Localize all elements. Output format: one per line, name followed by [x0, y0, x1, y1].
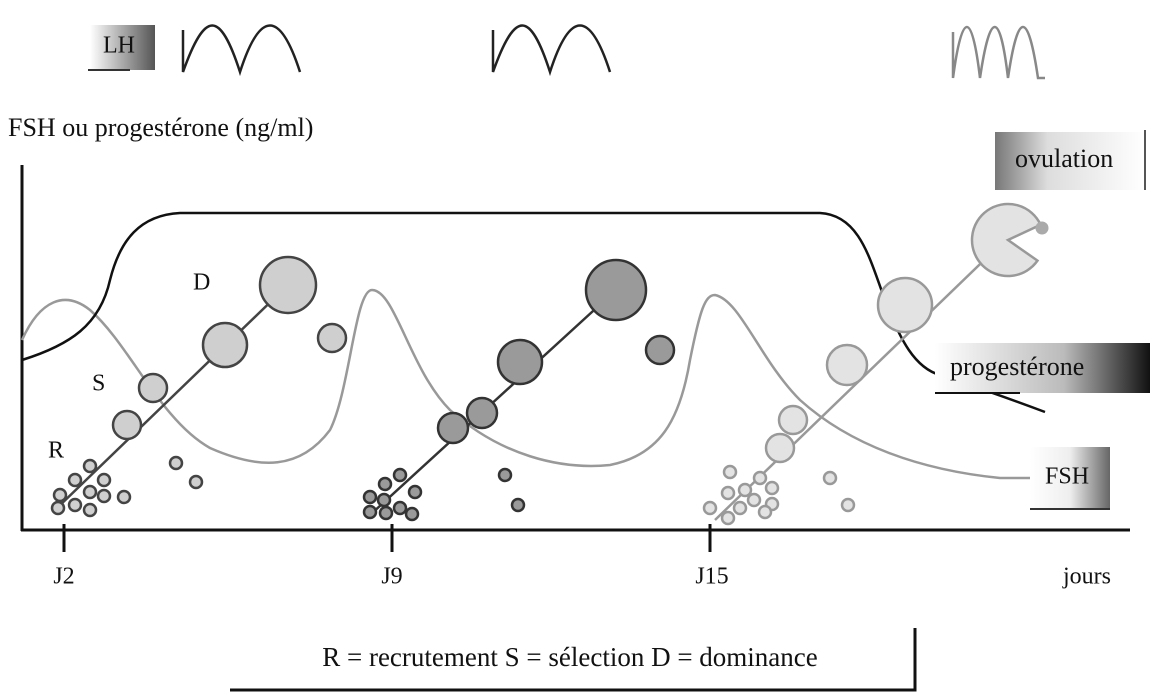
lh-label: LH [103, 33, 135, 59]
follicle [746, 492, 762, 508]
follicle [168, 455, 184, 471]
follicle [137, 372, 169, 404]
ovulation-box [995, 132, 1145, 190]
lh-pulse [181, 24, 302, 77]
follicle [67, 497, 83, 513]
follicle [465, 396, 499, 430]
follicle [496, 338, 544, 386]
lh-pulse [491, 24, 612, 77]
follicle [188, 474, 204, 490]
progesterone-label: progestérone [950, 352, 1084, 381]
follicle [497, 467, 513, 483]
follicle [116, 489, 132, 505]
follicle [111, 409, 143, 441]
ovulating-follicle [970, 202, 1043, 278]
follicle [825, 343, 869, 387]
follicle [722, 464, 738, 480]
follicle [82, 484, 98, 500]
follicle [720, 485, 736, 501]
follicle [316, 322, 348, 354]
x-tick-label: J2 [53, 564, 74, 590]
legend-bracket [230, 628, 917, 692]
follicle [82, 458, 98, 474]
progesterone-box [935, 343, 1150, 393]
follicle [752, 470, 768, 486]
follicle [407, 484, 423, 500]
lh-box [90, 25, 155, 70]
follicle-link [54, 284, 289, 511]
follicle [404, 506, 420, 522]
stage-label: S [92, 371, 105, 397]
follicle [764, 480, 780, 496]
follicle [732, 500, 748, 516]
fsh-label: FSH [1045, 464, 1089, 490]
lh-pulse [951, 26, 1045, 80]
follicle [510, 497, 526, 513]
follicle [737, 482, 753, 498]
oocyte [1035, 221, 1049, 235]
x-tick-label: J9 [381, 564, 402, 590]
follicle [201, 321, 249, 369]
follicle [377, 476, 393, 492]
ovulation-label: ovulation [1015, 144, 1113, 173]
follicle [392, 500, 408, 516]
follicle [376, 492, 392, 508]
follicle [584, 258, 648, 322]
follicle [777, 404, 809, 436]
follicle [757, 504, 773, 520]
follicle [67, 472, 83, 488]
follicle [258, 255, 318, 315]
follicle [96, 488, 112, 504]
follicle [764, 432, 796, 464]
y-axis-label: FSH ou progestérone (ng/ml) [8, 113, 313, 142]
follicle [378, 505, 394, 521]
fsh-box [1030, 447, 1110, 509]
follicle [822, 470, 838, 486]
stage-label: D [193, 270, 210, 296]
fsh-curve [20, 288, 1030, 480]
x-axis-label: jours [1062, 564, 1111, 590]
follicle [436, 411, 470, 445]
follicle [362, 504, 378, 520]
x-tick-label: J15 [695, 564, 728, 590]
follicle [96, 472, 112, 488]
follicle [82, 502, 98, 518]
follicle [392, 467, 408, 483]
follicle [840, 497, 856, 513]
follicle [362, 489, 378, 505]
follicle [876, 276, 934, 334]
follicle [52, 487, 68, 503]
legend-text: R = recrutement S = sélection D = domina… [322, 642, 818, 672]
follicles [50, 202, 1049, 526]
follicle [702, 500, 718, 516]
stage-label: R [48, 438, 64, 464]
follicle [50, 500, 66, 516]
follicle [644, 334, 676, 366]
follicle [720, 510, 736, 526]
